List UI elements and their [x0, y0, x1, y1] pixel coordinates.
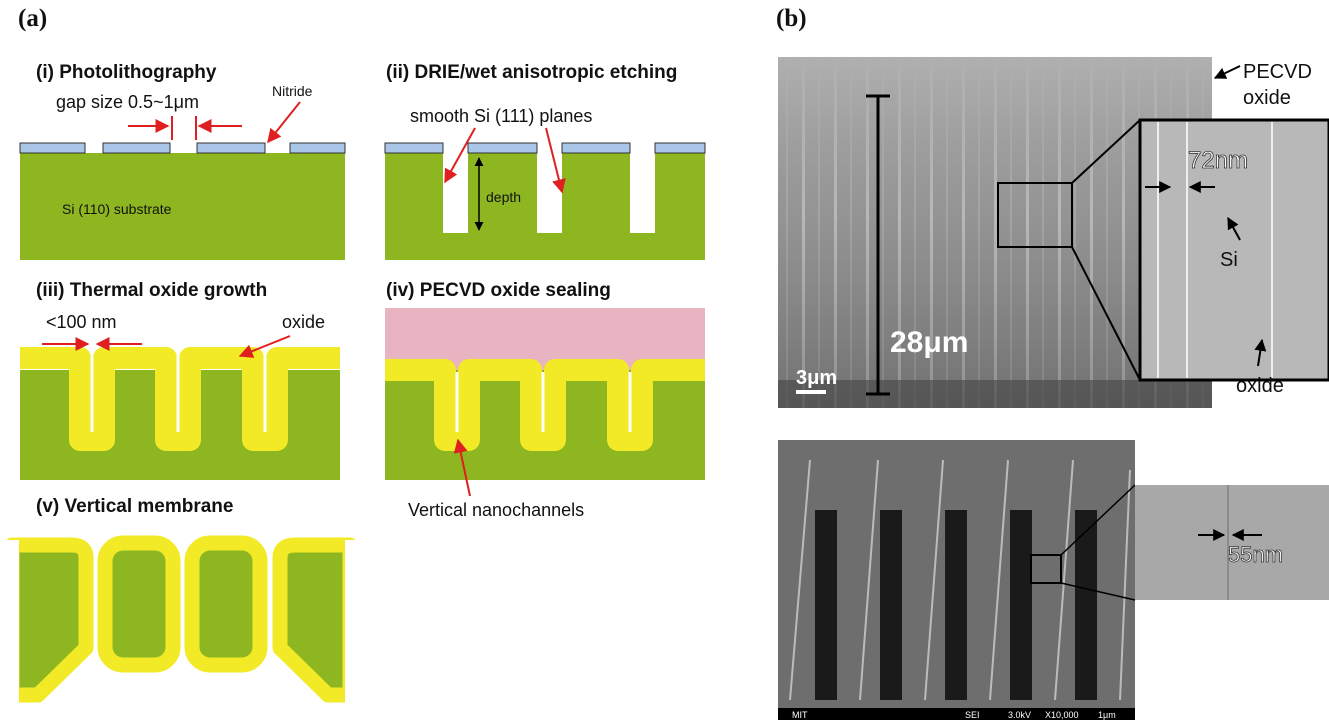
panel-label: (b)	[776, 5, 807, 32]
step-title: (ii) DRIE/wet anisotropic etching	[386, 62, 677, 83]
label: oxide	[1236, 375, 1284, 397]
label: PECVD	[1243, 61, 1312, 83]
label: depth	[486, 189, 521, 205]
step-title: (v) Vertical membrane	[36, 496, 233, 517]
sem-shading	[778, 380, 1212, 408]
label: 28μm	[890, 326, 968, 359]
step-title: (iii) Thermal oxide growth	[36, 280, 267, 301]
label: Nitride	[272, 83, 313, 99]
label: 72nm	[1188, 147, 1248, 174]
footer-text: MIT	[792, 710, 808, 720]
nitride	[20, 143, 345, 153]
label: gap size 0.5~1μm	[56, 92, 199, 112]
label: Si (110) substrate	[62, 201, 172, 217]
label: 3μm	[796, 367, 837, 389]
sem-footer	[778, 708, 1135, 720]
nitride	[385, 143, 705, 153]
footer-text: X10,000	[1045, 710, 1079, 720]
label: 55nm	[1228, 542, 1283, 567]
footer-text: SEI	[965, 710, 980, 720]
label: Vertical nanochannels	[408, 500, 584, 520]
footer-text: 3.0kV	[1008, 710, 1031, 720]
mask	[345, 540, 365, 710]
panel-label: (a)	[18, 5, 47, 32]
label: smooth Si (111) planes	[410, 106, 592, 126]
label: Si	[1220, 249, 1238, 271]
figure: (a) (b) (i) Photolithography gap size 0.…	[0, 0, 1329, 720]
membrane	[12, 543, 350, 695]
label: <100 nm	[46, 312, 117, 332]
label: oxide	[1243, 87, 1291, 109]
label: oxide	[282, 312, 325, 332]
step-title: (i) Photolithography	[36, 62, 217, 83]
step-title: (iv) PECVD oxide sealing	[386, 280, 611, 301]
footer-text: 1μm	[1098, 710, 1116, 720]
mask	[0, 540, 19, 710]
